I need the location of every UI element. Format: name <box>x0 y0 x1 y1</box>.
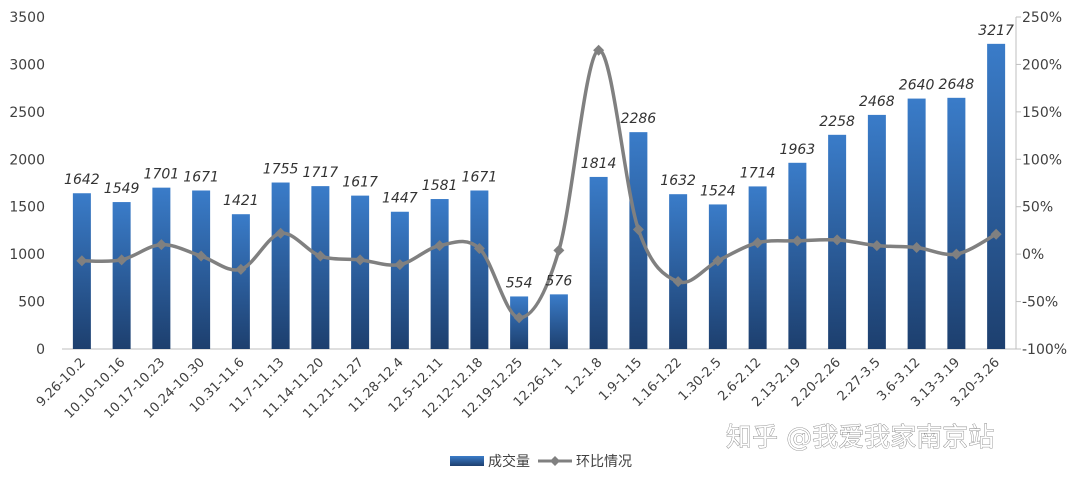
mom-point <box>672 276 684 288</box>
y-tick-left-label: 500 <box>18 295 45 311</box>
legend: 成交量 环比情况 <box>450 453 632 470</box>
bar <box>72 193 91 349</box>
mom-point <box>871 240 883 252</box>
bar-value-label: 576 <box>546 273 573 289</box>
y-tick-right-label: 0% <box>1022 247 1044 263</box>
mom-point <box>513 312 525 324</box>
bar-value-label: 1671 <box>183 169 219 185</box>
bar <box>549 294 568 349</box>
bar-value-label: 2640 <box>899 78 935 94</box>
mom-point <box>314 250 326 262</box>
y-tick-right-label: 250% <box>1022 10 1062 26</box>
y-tick-right-label: -50% <box>1022 295 1058 311</box>
bar <box>669 194 688 349</box>
bar-value-label: 2286 <box>621 111 657 127</box>
y-tick-left-label: 0 <box>36 342 45 358</box>
bar <box>112 202 131 349</box>
y-tick-left-label: 3500 <box>9 10 45 26</box>
y-tick-left-label: 2500 <box>9 105 45 121</box>
bar <box>470 190 489 349</box>
bar-value-label: 2468 <box>859 94 895 110</box>
bar-value-label: 1671 <box>462 169 498 185</box>
bar-value-label: 1642 <box>64 172 100 188</box>
bar <box>788 162 807 349</box>
mom-line <box>81 48 997 320</box>
bar-value-label: 1717 <box>303 165 339 181</box>
bar-value-label: 3217 <box>978 23 1014 39</box>
bar-value-label: 1617 <box>342 175 378 191</box>
bar-value-label: 1524 <box>700 183 736 199</box>
bar <box>311 186 330 349</box>
bar-value-label: 2648 <box>939 77 975 93</box>
mom-point <box>712 255 724 267</box>
bar-value-label: 2258 <box>819 114 855 130</box>
bar-value-label: 1421 <box>223 193 259 209</box>
mom-point <box>553 244 565 256</box>
mom-point <box>354 254 366 266</box>
bar-value-label: 554 <box>506 275 533 291</box>
bar <box>390 211 409 349</box>
y-tick-right-label: 200% <box>1022 57 1062 73</box>
mom-point <box>593 44 605 56</box>
mom-point <box>473 242 485 254</box>
bar <box>231 214 250 349</box>
mom-point <box>990 228 1002 240</box>
bar <box>152 187 171 349</box>
y-tick-right-label: -100% <box>1022 342 1067 358</box>
y-tick-right-label: 100% <box>1022 152 1062 168</box>
bar <box>907 98 926 349</box>
y-tick-left-label: 3000 <box>9 57 45 73</box>
legend-label-line: 环比情况 <box>576 454 632 470</box>
mom-point <box>275 227 287 239</box>
bar <box>867 114 886 349</box>
bar-value-label: 1581 <box>422 178 458 194</box>
y-tick-right-label: 150% <box>1022 105 1062 121</box>
legend-label-bar: 成交量 <box>488 453 530 470</box>
mom-point <box>195 250 207 262</box>
bar <box>271 182 290 349</box>
bar-value-label: 1549 <box>104 181 140 197</box>
mom-point <box>434 240 446 252</box>
mom-point <box>155 239 167 251</box>
bar-value-label: 1814 <box>581 156 617 172</box>
bar <box>351 195 370 349</box>
bar-value-label: 1632 <box>660 173 696 189</box>
legend-swatch-bar <box>450 456 484 466</box>
bar-value-label: 1755 <box>263 162 299 178</box>
y-tick-right-label: 50% <box>1022 200 1053 216</box>
watermark: 知乎 @我爱我家南京站 <box>726 423 994 453</box>
bar <box>947 97 966 349</box>
bar <box>430 199 449 349</box>
bar-value-label: 1714 <box>740 165 776 181</box>
bar-value-label: 1963 <box>780 142 816 158</box>
bar <box>708 204 727 349</box>
bar-value-label: 1701 <box>144 167 180 183</box>
bar-series <box>72 43 1006 349</box>
bar <box>192 190 211 349</box>
mom-point <box>235 263 247 275</box>
line-series <box>76 44 1002 324</box>
bar <box>589 176 608 349</box>
y-tick-left-label: 2000 <box>9 152 45 168</box>
mom-point <box>394 259 406 271</box>
mom-point <box>911 242 923 254</box>
bar-value-label: 1447 <box>382 191 418 207</box>
bar <box>748 186 767 349</box>
mom-point <box>632 223 644 235</box>
y-tick-left-label: 1000 <box>9 247 45 263</box>
mom-point <box>116 254 128 266</box>
legend-swatch-marker <box>550 456 560 466</box>
mom-point <box>76 255 88 267</box>
mom-point <box>752 237 764 249</box>
mom-point <box>831 234 843 246</box>
mom-point <box>791 235 803 247</box>
mom-point <box>950 248 962 260</box>
y-tick-left-label: 1500 <box>9 200 45 216</box>
bar <box>629 132 648 349</box>
bar <box>987 43 1006 349</box>
